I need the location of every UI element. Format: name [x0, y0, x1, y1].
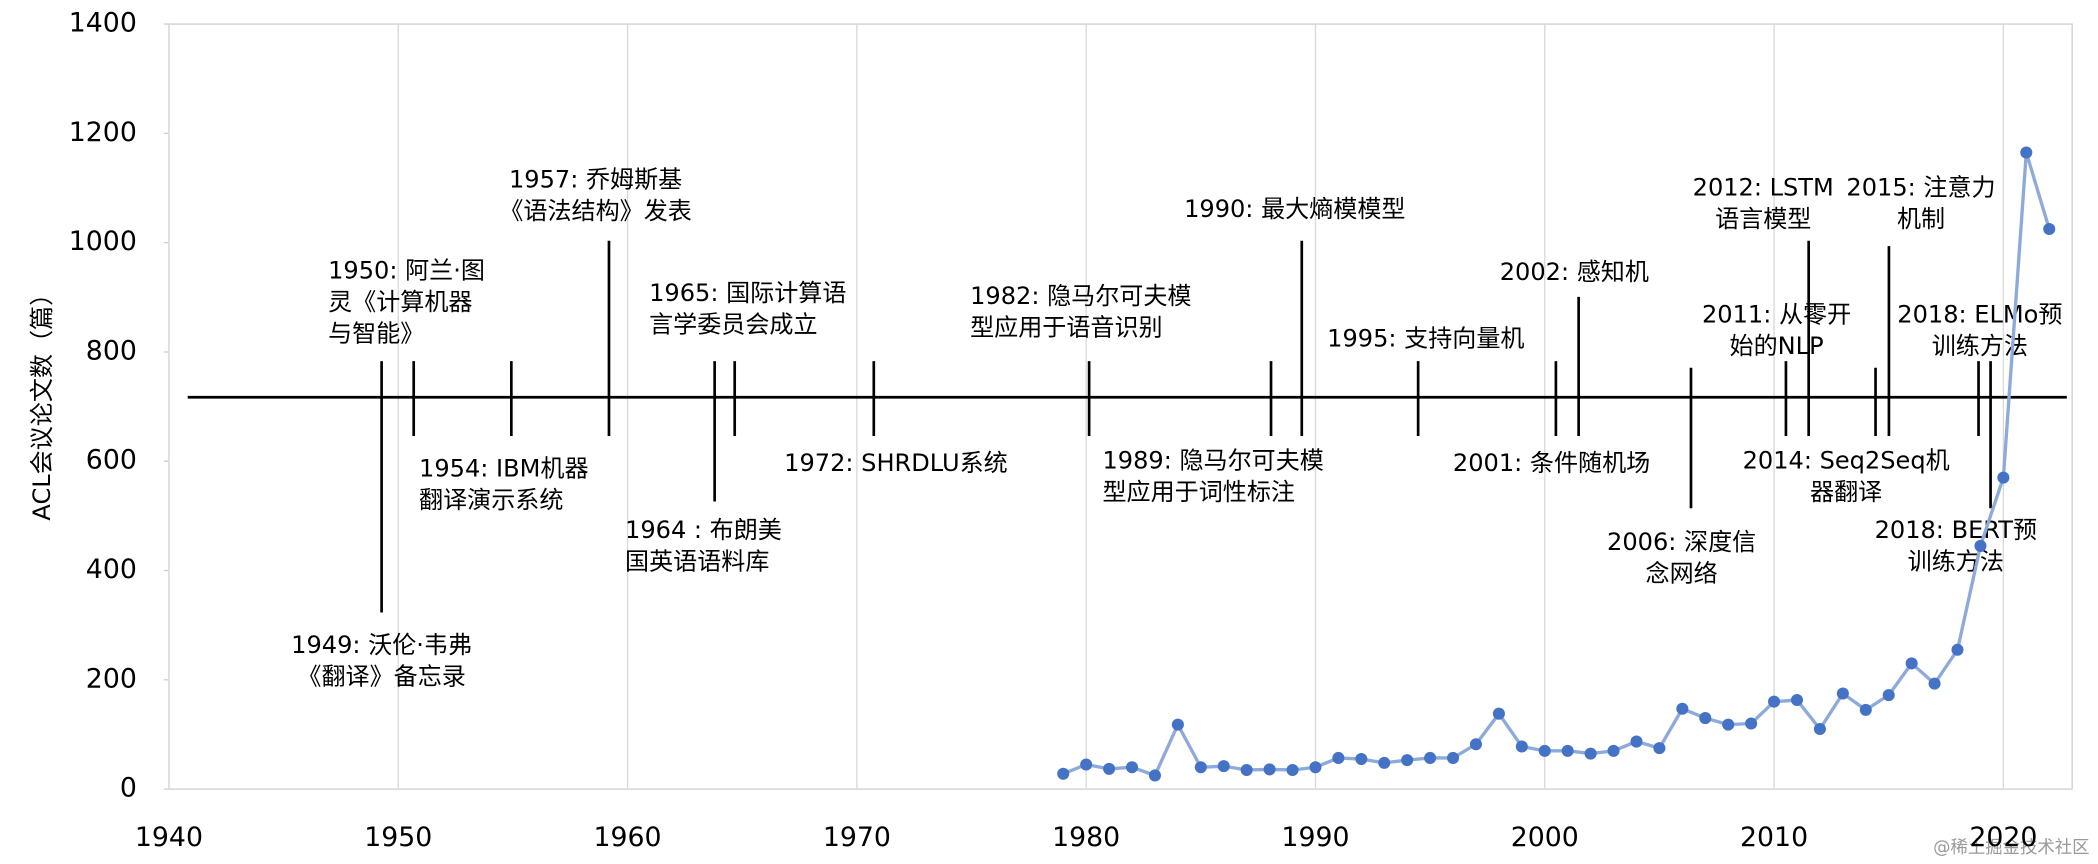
x-tick-label: 1980 — [1052, 822, 1120, 853]
annotation: 1950: 阿兰·图 — [328, 257, 485, 285]
annotation: 2015: 注意力 — [1846, 174, 1995, 202]
data-point — [1745, 717, 1758, 730]
annotation: 1957: 乔姆斯基 — [509, 166, 682, 194]
annotation: 1995: 支持向量机 — [1327, 325, 1524, 353]
data-point — [1263, 763, 1276, 776]
data-point — [1492, 707, 1505, 720]
data-point — [1882, 689, 1895, 702]
annotation: 1972: SHRDLU系统 — [784, 449, 1008, 477]
annotation: 1954: IBM机器 — [419, 454, 588, 482]
data-point — [1447, 751, 1460, 764]
data-point — [1561, 744, 1574, 757]
x-tick-label: 2010 — [1740, 822, 1808, 853]
data-point — [1607, 744, 1620, 757]
annotation: 2011: 从零开 — [1702, 301, 1851, 329]
watermark: @稀土掘金技术社区 — [1933, 838, 2089, 858]
data-point — [1768, 695, 1781, 708]
data-point — [1836, 687, 1849, 700]
y-tick-label: 200 — [86, 663, 137, 694]
y-tick-label: 1000 — [69, 226, 137, 257]
annotation: 训练方法 — [1908, 547, 2004, 575]
annotation: 1965: 国际计算语 — [649, 279, 846, 307]
annotation: 1990: 最大熵模模型 — [1184, 195, 1405, 223]
data-point — [1217, 760, 1230, 773]
y-tick-label: 0 — [120, 773, 137, 804]
data-point — [1905, 657, 1918, 670]
data-point — [1974, 539, 1987, 552]
x-tick-label: 2020 — [1969, 822, 2037, 853]
data-point — [1859, 703, 1872, 716]
annotation: 1964 : 布朗美 — [625, 516, 782, 544]
data-point — [1401, 754, 1414, 767]
y-tick-label: 1200 — [69, 117, 137, 148]
data-point — [1240, 763, 1253, 776]
annotation: 翻译演示系统 — [419, 486, 563, 514]
data-point — [2043, 222, 2056, 236]
y-tick-label: 400 — [86, 554, 137, 585]
annotation: 1989: 隐马尔可夫模 — [1102, 446, 1323, 474]
data-point — [1194, 761, 1207, 774]
x-tick-label: 1960 — [594, 822, 662, 853]
data-point — [1699, 712, 1712, 725]
annotation: 2018: ELMo预 — [1897, 301, 2062, 329]
annotation: 语言模型 — [1715, 205, 1811, 233]
data-point — [2020, 146, 2033, 159]
data-point — [1653, 742, 1666, 755]
annotation: 1949: 沃伦·韦弗 — [291, 631, 472, 659]
annotation: 念网络 — [1646, 559, 1718, 587]
annotation: 灵《计算机器 — [328, 288, 472, 316]
y-tick-label: 600 — [86, 445, 137, 476]
data-point — [1103, 762, 1116, 775]
y-tick-label: 800 — [86, 335, 137, 366]
data-point — [1584, 747, 1597, 760]
annotation: 2002: 感知机 — [1500, 258, 1649, 286]
data-point — [1126, 761, 1139, 774]
annotation: 2012: LSTM — [1693, 174, 1834, 202]
annotation: 器翻译 — [1810, 478, 1882, 506]
data-point — [1424, 751, 1437, 764]
data-point — [1469, 738, 1482, 751]
annotation: 《翻译》备忘录 — [297, 662, 465, 690]
annotation: 《语法结构》发表 — [499, 197, 692, 225]
data-point — [1951, 643, 1964, 656]
data-point — [1057, 767, 1070, 780]
annotation: 国英语语料库 — [625, 547, 769, 575]
annotation: 2014: Seq2Seq机 — [1743, 446, 1950, 474]
x-tick-label: 2000 — [1511, 822, 1579, 853]
data-point — [1997, 471, 2010, 484]
data-point — [1080, 758, 1093, 771]
annotation: 型应用于语音识别 — [970, 313, 1162, 341]
data-point — [1515, 740, 1528, 753]
data-point — [1286, 763, 1299, 776]
annotation: 2006: 深度信 — [1607, 528, 1756, 556]
data-point — [1676, 702, 1689, 715]
data-point — [1332, 751, 1345, 764]
data-point — [1722, 718, 1735, 731]
annotation: 机制 — [1897, 205, 1945, 233]
y-axis-label: ACL会议论文数（篇） — [28, 282, 56, 521]
data-point — [1171, 718, 1184, 731]
data-point — [1309, 761, 1322, 774]
annotation: 型应用于词性标注 — [1102, 478, 1294, 506]
data-point — [1538, 744, 1551, 757]
x-tick-label: 1950 — [364, 822, 432, 853]
data-point — [1928, 677, 1941, 690]
data-point — [1813, 722, 1826, 736]
data-point — [1148, 769, 1161, 782]
x-tick-label: 1990 — [1281, 822, 1349, 853]
annotation: 2018: BERT预 — [1875, 516, 2037, 544]
annotation: 与智能》 — [328, 319, 424, 347]
annotation: 言学委员会成立 — [649, 311, 817, 339]
y-tick-label: 1400 — [69, 8, 137, 39]
annotation: 1982: 隐马尔可夫模 — [970, 282, 1191, 310]
data-point — [1355, 753, 1368, 766]
data-point — [1378, 756, 1391, 769]
x-tick-label: 1970 — [823, 822, 891, 853]
annotation: 2001: 条件随机场 — [1453, 449, 1650, 477]
data-point — [1630, 735, 1643, 748]
x-tick-label: 1940 — [135, 822, 203, 853]
data-point — [1790, 694, 1804, 707]
